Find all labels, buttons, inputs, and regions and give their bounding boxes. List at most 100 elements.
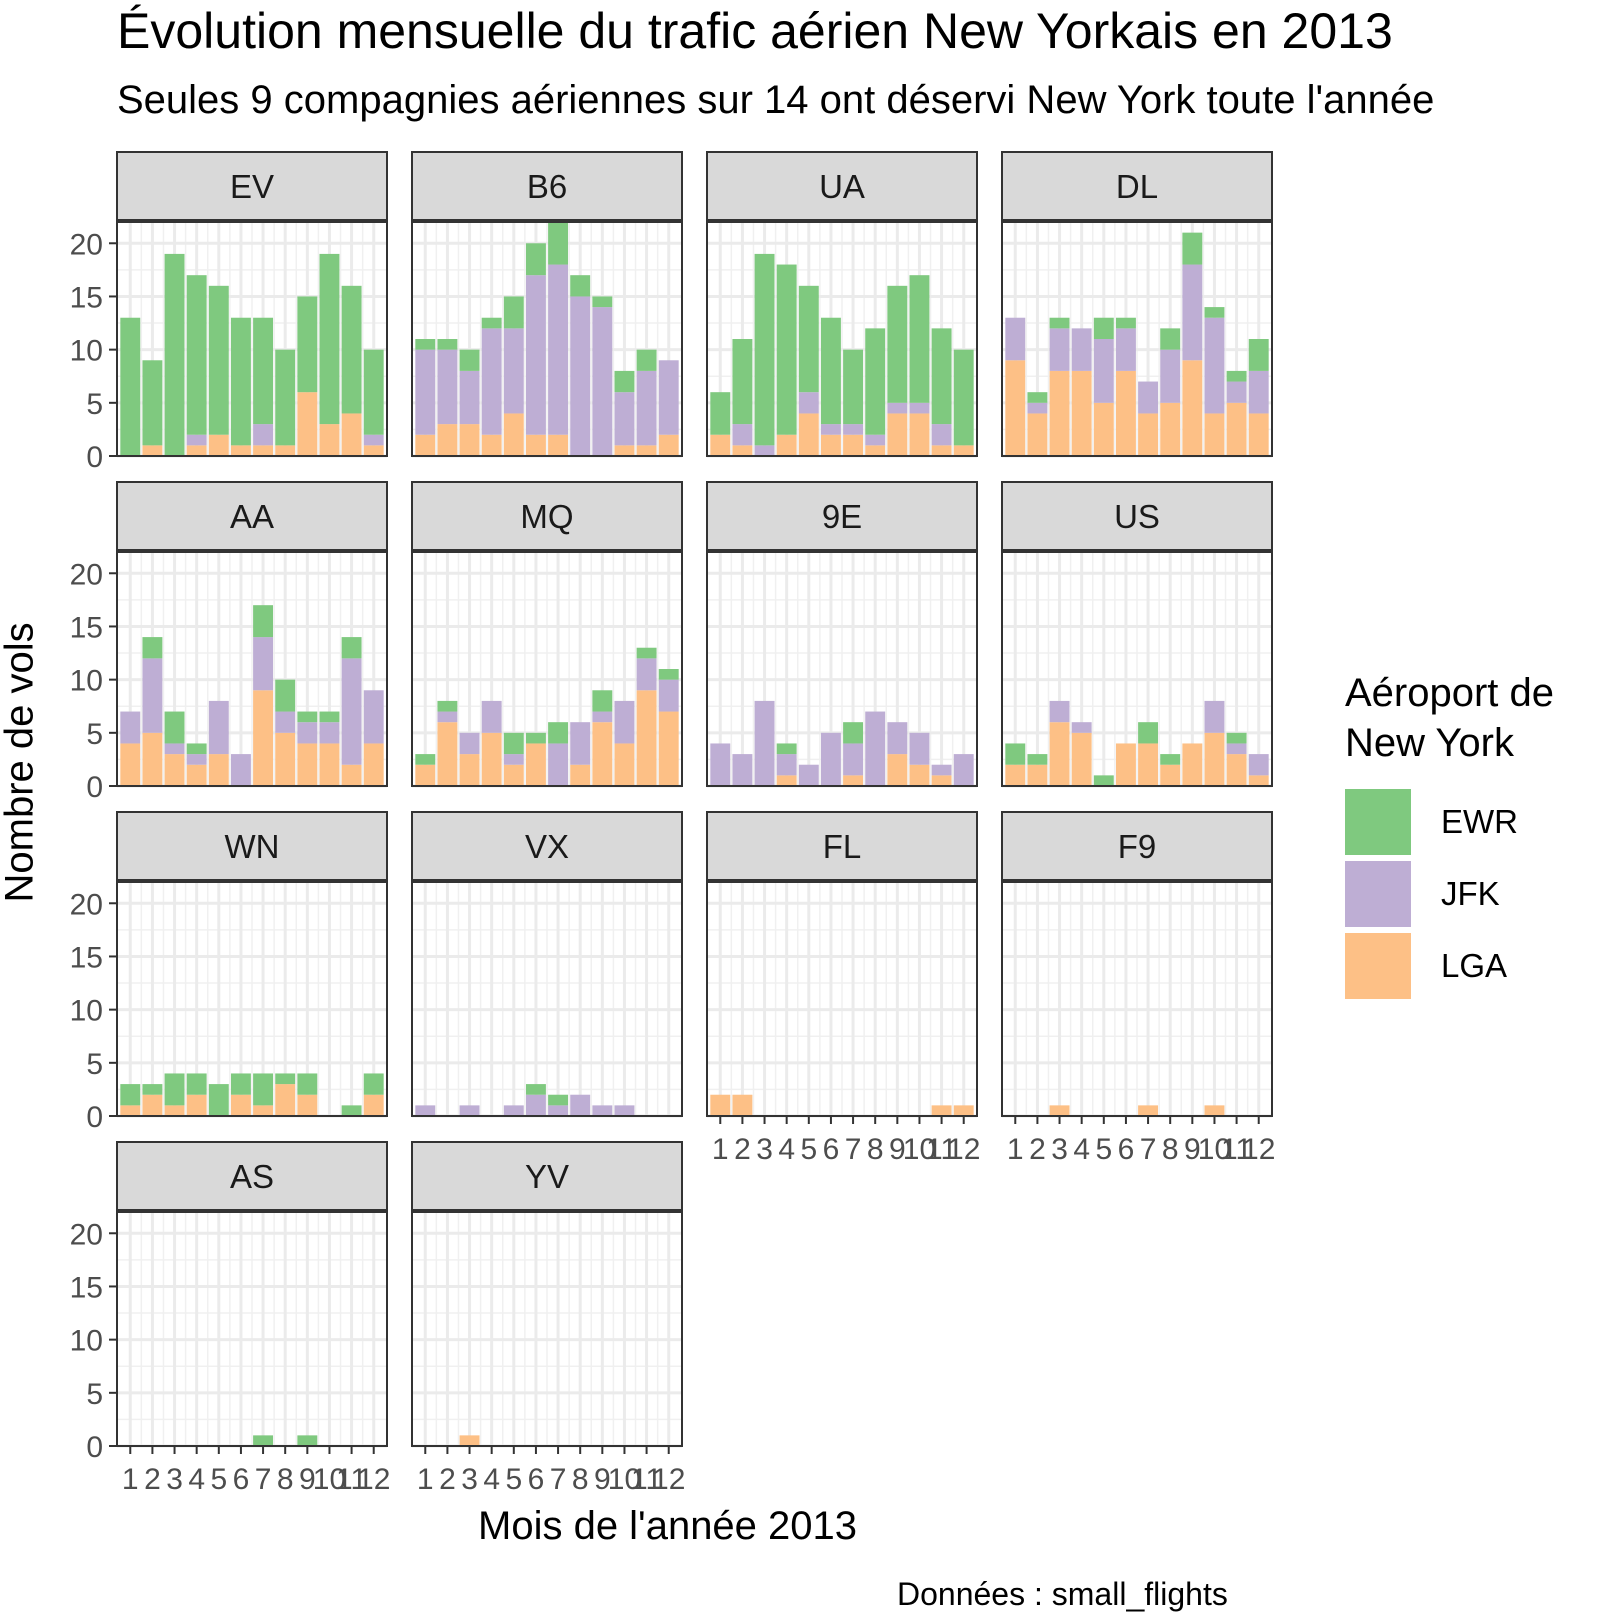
bar-us-lga-m4 — [1071, 732, 1092, 786]
bar-mq-jfk-m8 — [570, 722, 591, 765]
legend-item-ewr: EWR — [1345, 786, 1554, 858]
x-tick-label: 3 — [1051, 1133, 1068, 1166]
bar-ua-ewr-m6 — [820, 317, 841, 425]
legend-key-jfk — [1345, 861, 1411, 927]
bar-ua-jfk-m8 — [865, 434, 886, 446]
bar-us-lga-m11 — [1226, 754, 1247, 786]
bar-aa-ewr-m8 — [275, 679, 296, 712]
bar-ua-ewr-m4 — [776, 264, 797, 435]
bar-dl-lga-m11 — [1226, 402, 1247, 456]
bar-aa-lga-m4 — [186, 764, 207, 786]
x-tick-label: 12 — [947, 1133, 980, 1166]
bar-b6-ewr-m10 — [614, 370, 635, 393]
bar-wn-lga-m1 — [120, 1105, 141, 1116]
bar-ua-ewr-m12 — [953, 349, 974, 446]
bar-ev-ewr-m3 — [164, 253, 185, 456]
bar-fl-lga-m11 — [931, 1105, 952, 1116]
bar-wn-ewr-m2 — [142, 1084, 163, 1095]
bar-mq-lga-m12 — [658, 711, 679, 786]
bar-us-jfk-m12 — [1248, 754, 1269, 776]
bar-aa-ewr-m11 — [341, 637, 362, 659]
facet-strip-aa — [116, 481, 388, 551]
bar-aa-lga-m11 — [341, 764, 362, 786]
bar-b6-jfk-m3 — [459, 370, 480, 425]
x-tick-label: 2 — [439, 1463, 456, 1496]
facet-strip-dl — [1001, 151, 1273, 221]
bar-dl-jfk-m7 — [1138, 381, 1159, 414]
legend-title: Aéroport de New York — [1345, 668, 1554, 768]
bar-mq-jfk-m5 — [503, 754, 524, 765]
x-tick-label: 1 — [1007, 1133, 1024, 1166]
bar-mq-ewr-m7 — [548, 722, 569, 744]
bar-wn-lga-m9 — [297, 1094, 318, 1116]
bar-vx-jfk-m5 — [503, 1105, 524, 1116]
x-axis-label: Mois de l'année 2013 — [478, 1504, 858, 1548]
bar-us-lga-m8 — [1160, 764, 1181, 786]
bar-ua-jfk-m7 — [843, 424, 864, 435]
bar-b6-ewr-m6 — [525, 243, 546, 276]
bar-aa-jfk-m4 — [186, 754, 207, 765]
facet-label-fl: FL — [823, 828, 862, 865]
facet-label-aa: AA — [230, 498, 274, 535]
bar-dl-lga-m3 — [1049, 370, 1070, 456]
x-tick-label: 5 — [800, 1133, 817, 1166]
bar-ua-jfk-m3 — [754, 445, 775, 456]
bar-ua-ewr-m2 — [732, 339, 753, 425]
facet-label-ev: EV — [230, 168, 274, 205]
bar-9e-lga-m9 — [887, 754, 908, 786]
y-tick-label: 0 — [86, 771, 103, 804]
bar-wn-ewr-m9 — [297, 1073, 318, 1095]
x-tick-label: 6 — [528, 1463, 545, 1496]
bar-us-lga-m1 — [1005, 764, 1026, 786]
bar-ua-lga-m12 — [953, 445, 974, 456]
x-tick-label: 4 — [1073, 1133, 1090, 1166]
bar-wn-ewr-m5 — [208, 1084, 229, 1116]
bar-dl-ewr-m5 — [1093, 317, 1114, 339]
facet-border-9e — [706, 551, 978, 787]
bar-9e-lga-m11 — [931, 775, 952, 786]
bar-as-ewr-m9 — [297, 1435, 318, 1446]
bar-b6-jfk-m10 — [614, 392, 635, 446]
bar-b6-lga-m11 — [636, 445, 657, 456]
bar-aa-ewr-m9 — [297, 711, 318, 723]
legend-label-ewr: EWR — [1441, 803, 1518, 840]
x-tick-label: 2 — [144, 1463, 161, 1496]
bar-mq-lga-m8 — [570, 764, 591, 786]
facet-border-dl — [1001, 221, 1273, 457]
facet-label-b6: B6 — [527, 168, 567, 205]
bar-yv-lga-m3 — [459, 1435, 480, 1446]
bar-wn-lga-m2 — [142, 1094, 163, 1116]
facet-strip-ev — [116, 151, 388, 221]
facet-strip-yv — [411, 1141, 683, 1211]
bar-wn-ewr-m11 — [341, 1105, 362, 1116]
bar-ua-lga-m9 — [887, 413, 908, 456]
bar-9e-ewr-m7 — [843, 722, 864, 744]
bar-b6-jfk-m1 — [415, 349, 436, 435]
bar-dl-lga-m9 — [1182, 360, 1203, 456]
y-tick-label: 10 — [70, 995, 103, 1028]
x-tick-label: 11 — [336, 1463, 367, 1496]
bar-us-ewr-m1 — [1005, 743, 1026, 765]
bar-dl-jfk-m6 — [1115, 328, 1136, 371]
facet-strip-vx — [411, 811, 683, 881]
bar-ua-jfk-m6 — [820, 424, 841, 435]
bar-ev-ewr-m11 — [341, 285, 362, 414]
bar-aa-ewr-m7 — [253, 605, 274, 638]
bar-ev-ewr-m8 — [275, 349, 296, 446]
y-tick-label: 5 — [86, 1048, 103, 1081]
x-tick-label: 10 — [313, 1463, 346, 1496]
bar-b6-jfk-m11 — [636, 370, 657, 446]
bar-9e-lga-m10 — [909, 764, 930, 786]
facet-border-fl — [706, 881, 978, 1117]
bar-b6-ewr-m3 — [459, 349, 480, 371]
bar-dl-ewr-m12 — [1248, 339, 1269, 371]
bar-9e-jfk-m6 — [820, 732, 841, 786]
y-tick-label: 20 — [70, 228, 103, 261]
bar-b6-ewr-m11 — [636, 349, 657, 371]
facet-border-ua — [706, 221, 978, 457]
facet-strip-fl — [706, 811, 978, 881]
bar-wn-ewr-m12 — [363, 1073, 384, 1095]
bar-9e-lga-m7 — [843, 775, 864, 786]
facet-strip-ua — [706, 151, 978, 221]
x-tick-label: 9 — [299, 1463, 316, 1496]
